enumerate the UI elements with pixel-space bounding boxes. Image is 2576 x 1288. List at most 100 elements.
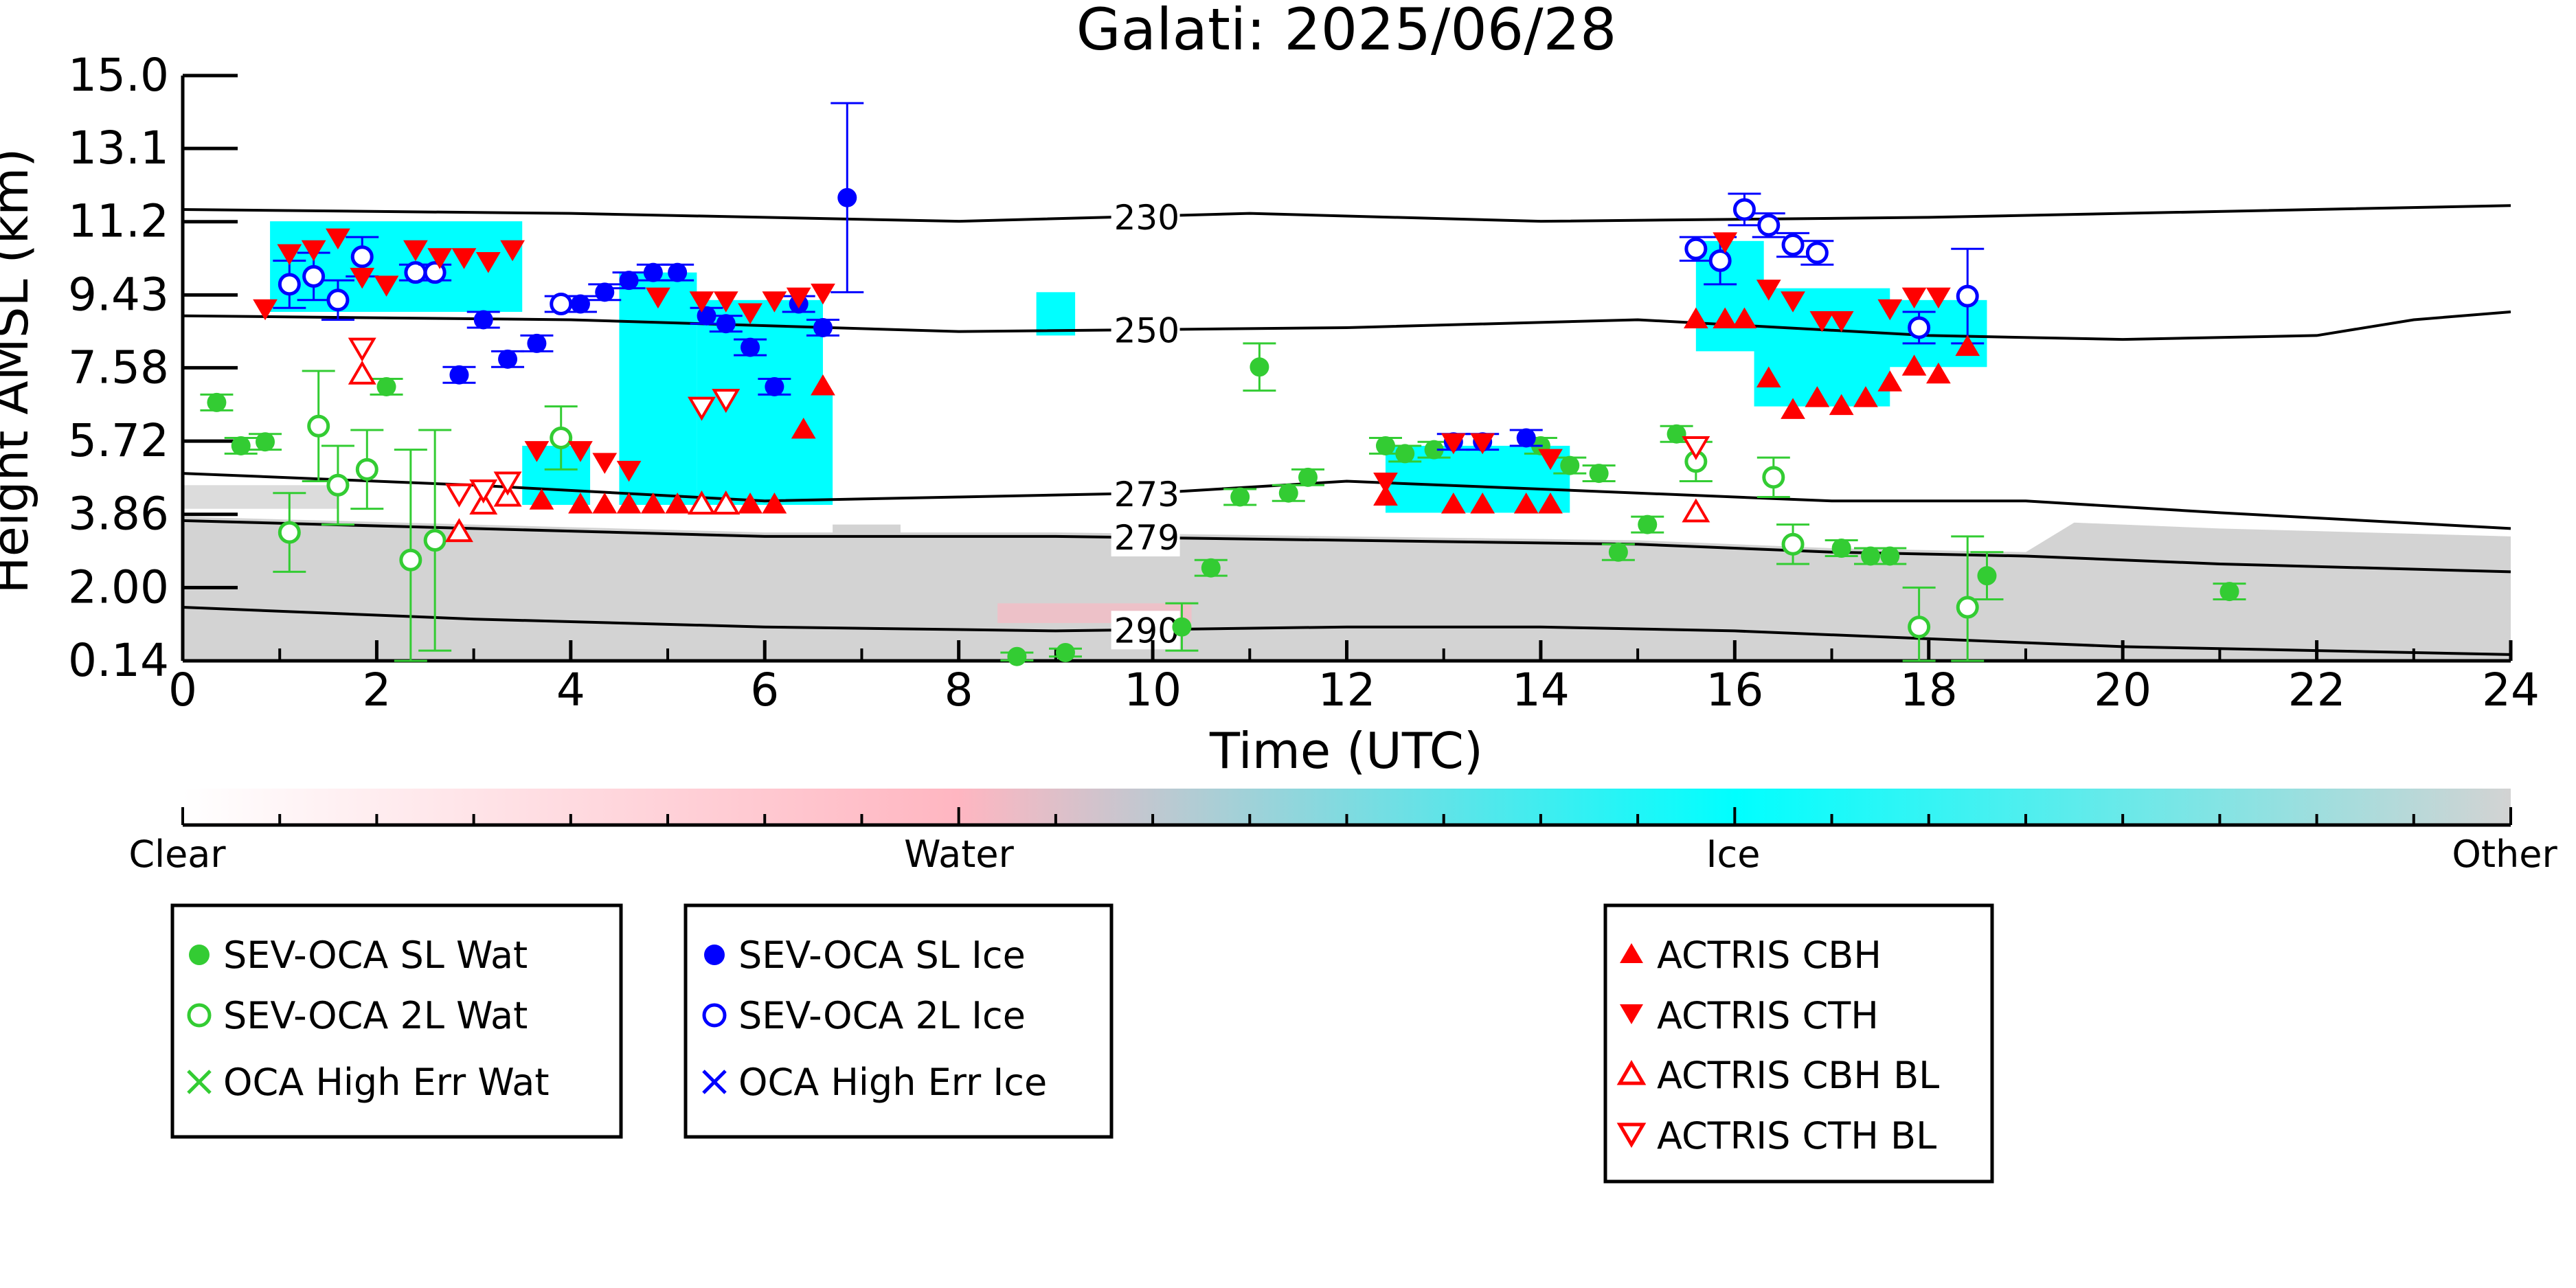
data-point — [1861, 546, 1881, 566]
bg-ice-region — [1754, 288, 1890, 407]
data-point — [1667, 424, 1686, 444]
data-point — [1805, 386, 1830, 407]
data-point — [1713, 307, 1738, 328]
data-point — [646, 287, 670, 309]
data-point — [595, 282, 615, 302]
data-point — [1395, 444, 1415, 464]
legend-actris-frame — [1603, 903, 1994, 1184]
x-tick-label: 4 — [556, 664, 585, 716]
isotherm-label-bg — [1111, 474, 1180, 513]
data-point — [1684, 237, 1708, 260]
data-point — [1560, 455, 1580, 475]
data-point — [1908, 615, 1931, 639]
data-point — [687, 396, 716, 421]
series-sev-oca-sl-ice — [442, 102, 1543, 452]
data-point — [1955, 335, 1980, 357]
data-point — [762, 291, 787, 313]
y-axis-label: Height AMSL (km) — [0, 148, 39, 594]
data-point — [2219, 582, 2239, 602]
legend-sl-wat-marker — [189, 945, 210, 965]
data-point — [568, 492, 593, 514]
legend-ice: SEV-OCA SL Ice SEV-OCA 2L Ice OCA High E… — [683, 903, 1114, 1139]
isotherm-label: 279 — [1114, 518, 1179, 558]
data-point — [444, 518, 473, 543]
data-point — [326, 289, 350, 312]
legend-2l-wat-label: SEV-OCA 2L Wat — [223, 994, 528, 1037]
data-point — [1805, 241, 1829, 264]
data-point — [1538, 492, 1563, 514]
legend-cbh-label: ACTRIS CBH — [1657, 934, 1882, 977]
data-point — [1708, 249, 1732, 272]
legend-higherr-wat-marker — [187, 1070, 212, 1094]
isotherm-line — [182, 472, 2511, 530]
isotherm-line — [182, 519, 2511, 574]
isotherm-label: 290 — [1114, 611, 1179, 651]
y-tick-label: 11.2 — [68, 195, 169, 248]
colorbar-label-clear: Clear — [128, 833, 226, 876]
data-point — [350, 267, 375, 289]
legend-sl-ice-marker — [704, 945, 725, 965]
bg-ice-region — [697, 300, 823, 505]
data-point — [1853, 386, 1878, 407]
legend-cth-marker — [1620, 1004, 1643, 1024]
legend-actris: ACTRIS CBH ACTRIS CTH ACTRIS CBH BL ACTR… — [1603, 903, 1994, 1184]
bg-other-region — [183, 485, 338, 509]
data-point — [1683, 307, 1708, 328]
legend-2l-ice-marker — [702, 1003, 727, 1028]
data-point — [765, 376, 784, 396]
chart-title: Galati: 2025/06/28 — [1076, 0, 1617, 63]
colorbar: Clear Water Ice Other — [128, 789, 2557, 876]
legend-cth-bl-marker — [1616, 1122, 1647, 1148]
legend-higherr-ice-label: OCA High Err Ice — [738, 1061, 1047, 1104]
data-point — [1682, 498, 1710, 523]
data-point — [712, 389, 741, 414]
axes: 0 2 4 6 8 10 12 14 16 18 20 22 240.142.003.865.727.5… — [68, 49, 2540, 716]
isotherm-label-bg — [1111, 198, 1180, 237]
data-point — [1829, 394, 1854, 416]
data-point — [278, 521, 301, 544]
data-point — [423, 529, 447, 552]
x-tick-label: 22 — [2288, 664, 2346, 716]
x-tick-label: 12 — [1318, 664, 1376, 716]
data-point — [253, 299, 278, 321]
data-point — [1608, 542, 1628, 562]
legend-cth-bl-label: ACTRIS CTH BL — [1657, 1114, 1936, 1157]
x-tick-label: 10 — [1124, 664, 1182, 716]
data-point — [302, 264, 326, 288]
data-point — [444, 483, 473, 508]
data-point — [256, 432, 275, 452]
data-point — [399, 548, 422, 572]
data-point — [786, 287, 811, 309]
data-point — [1470, 492, 1495, 514]
legend-sl-ice-label: SEV-OCA SL Ice — [738, 934, 1026, 977]
isotherm-label-bg — [1111, 310, 1180, 350]
data-point — [570, 294, 590, 314]
y-tick-label: 2.00 — [68, 561, 169, 613]
series-actris-cth — [253, 228, 1951, 494]
y-tick-label: 3.86 — [68, 488, 169, 541]
data-point — [527, 333, 547, 353]
data-point — [640, 492, 666, 514]
data-point — [837, 188, 857, 207]
legend-higherr-wat-label: OCA High Err Wat — [223, 1061, 550, 1104]
data-point — [1298, 467, 1318, 487]
data-point — [1375, 436, 1395, 455]
data-point — [1172, 617, 1192, 637]
data-point — [643, 262, 663, 282]
legend-water: SEV-OCA SL Wat SEV-OCA 2L Wat OCA High E… — [170, 903, 623, 1139]
x-tick-label: 0 — [168, 664, 197, 716]
isotherm-line — [182, 606, 2511, 656]
data-point — [1901, 287, 1927, 309]
data-point — [1424, 440, 1444, 460]
data-point — [1638, 515, 1658, 534]
data-point — [1901, 354, 1927, 376]
data-point — [738, 492, 762, 514]
x-tick-label: 2 — [362, 664, 391, 716]
data-point — [1470, 433, 1495, 455]
x-axis-label: Time (UTC) — [1209, 722, 1483, 780]
data-point — [716, 314, 736, 334]
data-point — [1516, 428, 1536, 448]
legend-cth-label: ACTRIS CTH — [1657, 994, 1879, 1037]
